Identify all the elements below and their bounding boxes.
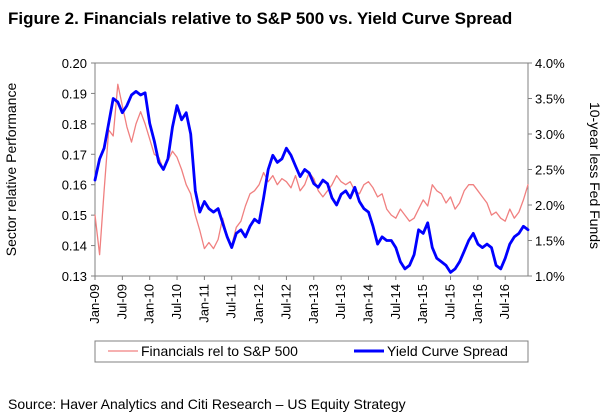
right-tick-label: 2.5% — [535, 163, 565, 178]
left-tick-label: 0.19 — [62, 86, 87, 101]
left-tick-label: 0.15 — [62, 208, 87, 223]
x-tick-label: Jul-14 — [388, 284, 403, 319]
x-tick-label: Jul-09 — [114, 284, 129, 319]
x-tick-label: Jul-15 — [443, 284, 458, 319]
x-tick-label: Jan-14 — [360, 284, 375, 324]
x-tick-label: Jan-13 — [306, 284, 321, 324]
legend-label-financials: Financials rel to S&P 500 — [141, 343, 298, 359]
x-tick-label: Jan-10 — [142, 284, 157, 324]
x-tick-label: Jul-10 — [169, 284, 184, 319]
right-tick-label: 3.0% — [535, 127, 565, 142]
left-axis: 0.20 0.19 0.18 0.17 0.16 0.15 0.14 0.13 — [62, 56, 95, 284]
x-tick-label: Jan-16 — [470, 284, 485, 324]
legend: Financials rel to S&P 500 Yield Curve Spr… — [94, 340, 529, 363]
left-tick-label: 0.14 — [62, 239, 87, 254]
x-tick-label: Jul-11 — [224, 284, 239, 318]
left-tick-label: 0.13 — [62, 269, 87, 284]
y-axis-label-left: Sector relative Performance — [3, 83, 19, 257]
x-tick-label: Jul-13 — [333, 284, 348, 319]
legend-box — [94, 340, 529, 363]
source-note: Source: Haver Analytics and Citi Researc… — [8, 396, 406, 412]
yield-curve-spread-line — [93, 90, 530, 274]
right-tick-label: 1.5% — [535, 234, 565, 249]
plot-frame — [94, 62, 529, 277]
financials-rel-line — [94, 83, 529, 256]
series-group — [93, 83, 530, 274]
right-tick-label: 2.0% — [535, 198, 565, 213]
left-tick-label: 0.16 — [62, 178, 87, 193]
figure-title: Figure 2. Financials relative to S&P 500… — [8, 9, 513, 28]
right-axis: 4.0% 3.5% 3.0% 2.5% 2.0% 1.5% 1.0% — [528, 56, 565, 284]
plot-border — [94, 62, 529, 277]
y-axis-label-right: 10-year less Fed Funds — [587, 102, 603, 249]
right-tick-label: 4.0% — [535, 56, 565, 71]
x-tick-label: Jan-12 — [251, 284, 266, 324]
x-tick-label: Jan-11 — [196, 284, 211, 323]
x-tick-label: Jul-12 — [278, 284, 293, 319]
left-tick-label: 0.17 — [62, 147, 87, 162]
x-tick-label: Jan-15 — [415, 284, 430, 324]
chart: 0.20 0.19 0.18 0.17 0.16 0.15 0.14 0.13 4.0% 3.5… — [3, 56, 603, 363]
left-tick-label: 0.18 — [62, 117, 87, 132]
right-tick-label: 1.0% — [535, 269, 565, 284]
left-tick-label: 0.20 — [62, 56, 87, 71]
x-tick-label: Jul-16 — [497, 284, 512, 319]
legend-label-yield: Yield Curve Spread — [387, 343, 508, 359]
x-axis: Jan-09 Jul-09 Jan-10 Jul-10 Jan-11 Jul-11 Jan-… — [87, 276, 512, 324]
x-tick-label: Jan-09 — [87, 284, 102, 324]
right-tick-label: 3.5% — [535, 92, 565, 107]
